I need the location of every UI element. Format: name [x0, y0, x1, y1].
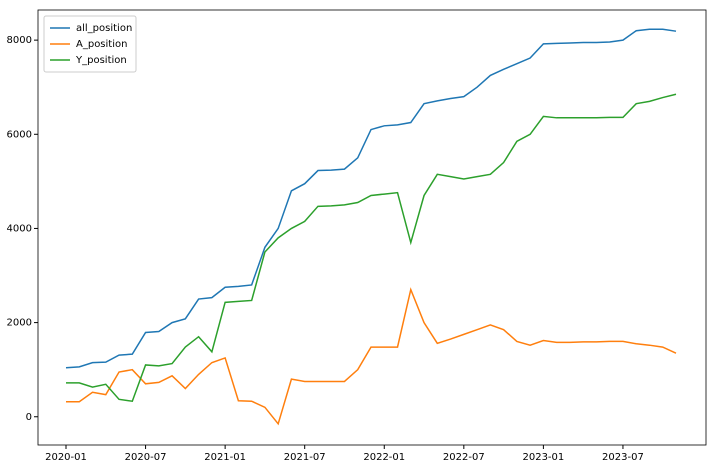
y-tick-label: 6000	[7, 129, 32, 140]
plot-frame	[37, 9, 707, 446]
legend-box	[43, 15, 137, 73]
x-tick-label: 2023-07	[602, 452, 644, 463]
x-tick-label: 2021-01	[204, 452, 246, 463]
x-tick-label: 2022-01	[363, 452, 405, 463]
y-tick-label: 8000	[7, 35, 32, 46]
x-tick-label: 2022-07	[443, 452, 485, 463]
y-tick-label: 2000	[7, 318, 32, 329]
series-line	[65, 28, 677, 369]
x-tick-label: 2020-07	[125, 452, 167, 463]
legend-label: all_position	[76, 23, 132, 34]
y-tick-label: 0	[26, 412, 32, 423]
x-tick-label: 2021-07	[284, 452, 326, 463]
x-tick-label: 2023-01	[522, 452, 564, 463]
series-line	[66, 93, 677, 403]
legend-label: Y_position	[75, 55, 127, 66]
series-line	[66, 287, 677, 426]
legend-label: A_position	[76, 39, 127, 50]
y-tick-label: 4000	[7, 223, 32, 234]
x-tick-label: 2020-01	[45, 452, 87, 463]
